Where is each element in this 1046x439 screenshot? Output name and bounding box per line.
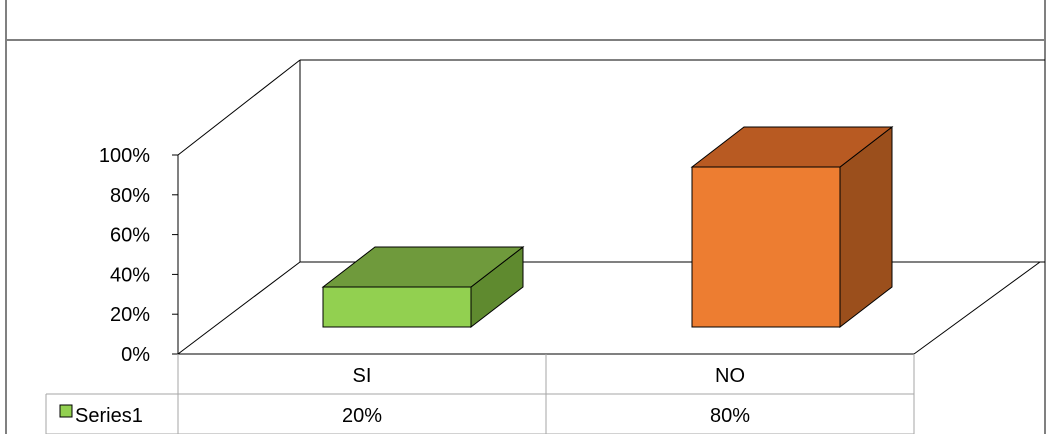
y-tick-label: 20% bbox=[110, 304, 150, 326]
category-label-no: NO bbox=[715, 365, 745, 387]
legend-key bbox=[59, 404, 73, 418]
y-axis: 0% 20% 40% 60% 80% 100% bbox=[99, 145, 178, 366]
y-tick-label: 60% bbox=[110, 225, 150, 247]
bar-si bbox=[321, 245, 525, 329]
value-label-si: 20% bbox=[342, 405, 382, 427]
y-tick-label: 0% bbox=[121, 344, 150, 366]
bar-no bbox=[690, 125, 894, 329]
y-tick-label: 80% bbox=[110, 185, 150, 207]
chart-frame bbox=[5, 0, 1046, 434]
bar-front-face bbox=[691, 166, 841, 328]
y-tick-label: 40% bbox=[110, 264, 150, 286]
data-table-grid bbox=[45, 354, 915, 435]
category-label-si: SI bbox=[353, 365, 372, 387]
side-wall-top-edge bbox=[177, 59, 301, 156]
series-name-label: Series1 bbox=[75, 405, 143, 427]
value-label-no: 80% bbox=[710, 405, 750, 427]
floor-left-edge bbox=[177, 261, 301, 355]
y-tick-label: 100% bbox=[99, 145, 150, 167]
floor-right-edge bbox=[913, 261, 1041, 355]
bar-front-face bbox=[322, 286, 472, 328]
bars-group bbox=[321, 125, 894, 329]
plot-walls bbox=[177, 59, 1045, 355]
